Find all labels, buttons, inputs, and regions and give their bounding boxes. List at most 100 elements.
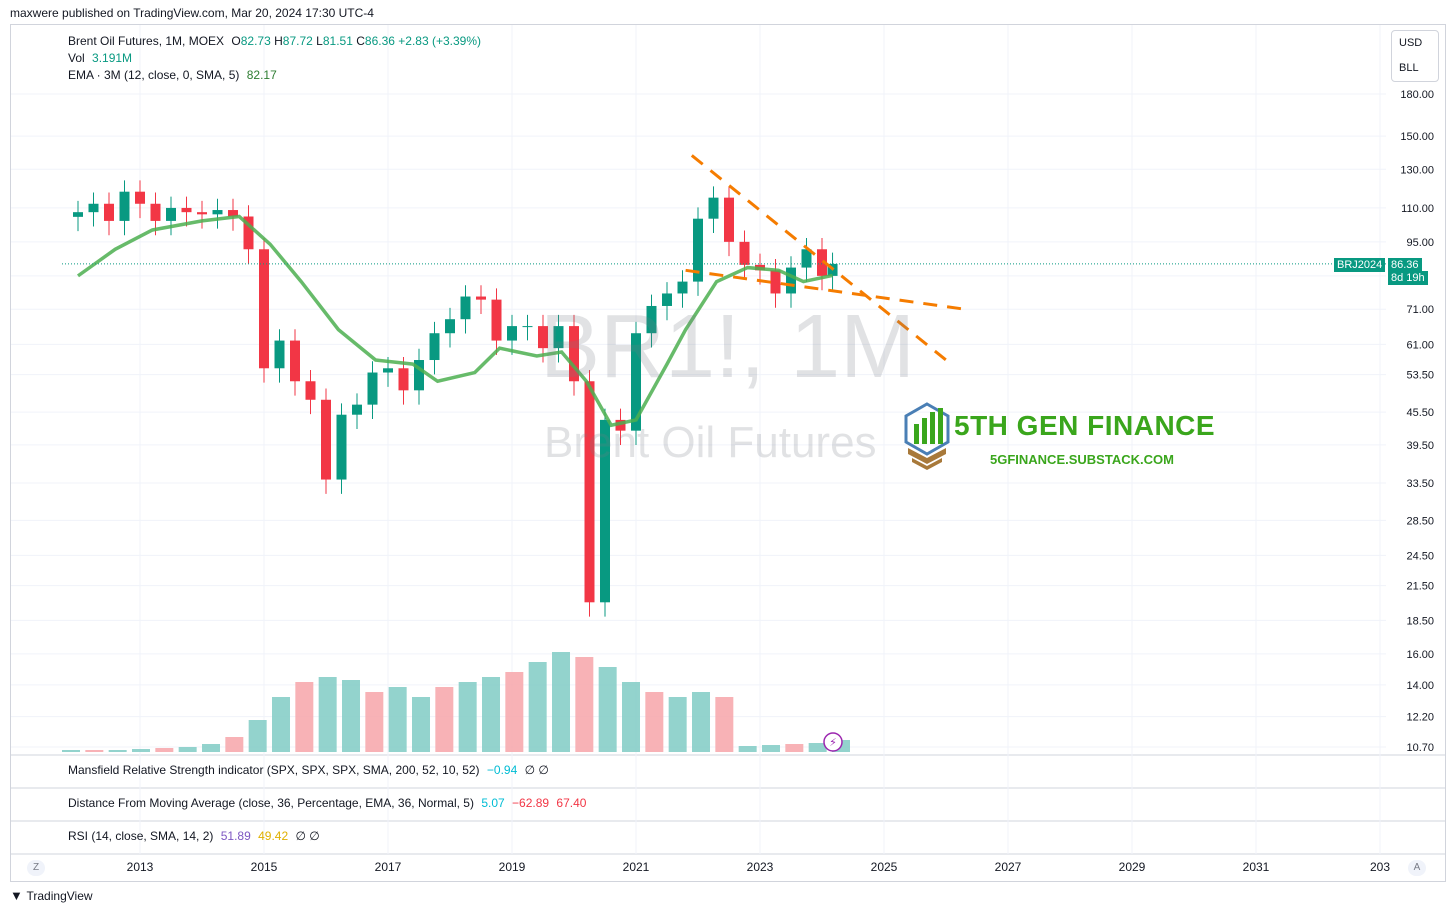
candle-body	[367, 372, 378, 405]
candle-body	[677, 281, 688, 294]
y-tick-label: 28.50	[1406, 515, 1434, 527]
ema-line	[76, 214, 833, 428]
ema-legend[interactable]: EMA · 3M (12, close, 0, SMA, 5) 82.17	[68, 68, 277, 82]
candle-body	[197, 212, 207, 215]
candle-body	[73, 212, 83, 217]
y-tick-label: 10.70	[1406, 742, 1434, 754]
y-tick-label: 53.50	[1406, 370, 1434, 382]
y-tick-label: 21.50	[1406, 581, 1434, 593]
y-tick-label: 14.00	[1406, 680, 1434, 692]
rsi-pane-legend[interactable]: RSI (14, close, SMA, 14, 2) 51.89 49.42 …	[68, 829, 320, 843]
candle-body	[693, 218, 703, 282]
x-tick-label: 2013	[127, 860, 154, 874]
x-tick-label: 2015	[251, 860, 278, 874]
chart-frame[interactable]	[10, 24, 1446, 882]
tradingview-logo[interactable]: ▼ TradingView	[10, 888, 93, 903]
x-tick-label: 2021	[623, 860, 650, 874]
currency-unit[interactable]: BLL	[1399, 62, 1419, 74]
distance-value-1: 5.07	[481, 796, 505, 810]
volume-bar	[202, 744, 220, 752]
lightning-icon[interactable]	[823, 732, 843, 752]
candle-body	[538, 326, 548, 349]
mansfield-extra: ∅ ∅	[524, 763, 549, 777]
brand-url[interactable]: 5GFINANCE.SUBSTACK.COM	[990, 452, 1174, 467]
zoom-z-button[interactable]: Z	[27, 860, 45, 876]
legend-c-label: C	[356, 34, 365, 48]
volume-bar	[62, 750, 80, 752]
mansfield-pane-legend[interactable]: Mansfield Relative Strength indicator (S…	[68, 763, 549, 777]
candle-body	[460, 296, 471, 320]
candle-body	[352, 404, 362, 415]
publisher-line: maxwere published on TradingView.com, Ma…	[10, 6, 374, 20]
candle-body	[569, 326, 579, 382]
candle-body	[228, 210, 238, 217]
volume-bar	[388, 687, 407, 752]
legend-open: 82.73	[240, 34, 271, 48]
currency-usd[interactable]: USD	[1399, 37, 1423, 49]
mansfield-label: Mansfield Relative Strength indicator (S…	[68, 763, 480, 777]
y-tick-label: 39.50	[1406, 440, 1434, 452]
candle-body	[491, 299, 502, 341]
x-tick-label: 2023	[747, 860, 774, 874]
volume-bar	[365, 692, 384, 752]
candle-body	[615, 419, 626, 431]
volume-bar	[552, 652, 570, 752]
candle-body	[507, 326, 517, 341]
legend-l-label: L	[316, 34, 323, 48]
vol-label: Vol	[68, 51, 85, 65]
volume-legend[interactable]: Vol 3.191M	[68, 51, 132, 65]
distance-value-2: −62.89	[512, 796, 550, 810]
footer-brand: TradingView	[26, 889, 93, 903]
lightning-glyph: ⚡	[829, 736, 837, 749]
vol-value: 3.191M	[92, 51, 133, 65]
candle-body	[212, 210, 223, 215]
volume-bar	[295, 682, 314, 752]
legend-symbol[interactable]: Brent Oil Futures, 1M, MOEX	[68, 34, 225, 48]
volume-bar	[458, 682, 477, 752]
volume-bar	[342, 680, 360, 752]
y-tick-label: 12.20	[1406, 712, 1434, 724]
candle-body	[383, 368, 393, 373]
symbol-watermark: BR1!, 1M	[540, 297, 916, 397]
y-tick-label: 95.00	[1406, 237, 1434, 249]
candle-body	[724, 197, 734, 242]
volume-bar	[108, 750, 127, 752]
candle-body	[321, 399, 331, 480]
price-tag-symbol: BRJ2024	[1334, 258, 1386, 272]
x-tick-label: 2017	[375, 860, 402, 874]
x-tick-label: 2029	[1119, 860, 1146, 874]
volume-bar	[668, 697, 687, 752]
y-tick-label: 180.00	[1400, 89, 1434, 101]
volume-bar	[178, 747, 197, 752]
rsi-extra: ∅ ∅	[295, 829, 320, 843]
auto-scale-button[interactable]: A	[1408, 860, 1426, 876]
candle-body	[305, 381, 316, 400]
candle-body	[739, 241, 750, 265]
candle-body	[801, 249, 812, 268]
candle-body	[646, 305, 657, 334]
candle-body	[553, 326, 564, 349]
volume-bar	[248, 720, 267, 752]
y-tick-label: 130.00	[1400, 164, 1434, 176]
name-watermark: Brent Oil Futures	[544, 418, 877, 467]
volume-bar	[435, 687, 454, 752]
candle-body	[274, 340, 285, 369]
candle-body	[600, 419, 610, 603]
candle-body	[259, 249, 269, 369]
volume-bar	[575, 657, 594, 752]
candle-body	[817, 249, 827, 276]
volume-bar	[132, 749, 150, 752]
currency-selector[interactable]	[1391, 30, 1439, 82]
candle-body	[119, 191, 130, 221]
volume-bar	[272, 697, 290, 752]
distance-pane-legend[interactable]: Distance From Moving Average (close, 36,…	[68, 796, 586, 810]
candle-body	[631, 333, 641, 431]
volume-bar	[622, 682, 640, 752]
candle-body	[786, 267, 796, 294]
candle-body	[150, 203, 161, 221]
price-tag-value: 86.36	[1388, 258, 1422, 272]
brand-title: 5TH GEN FINANCE	[954, 410, 1216, 441]
brand-logo-icon	[904, 402, 950, 470]
volume-bar	[785, 744, 804, 752]
